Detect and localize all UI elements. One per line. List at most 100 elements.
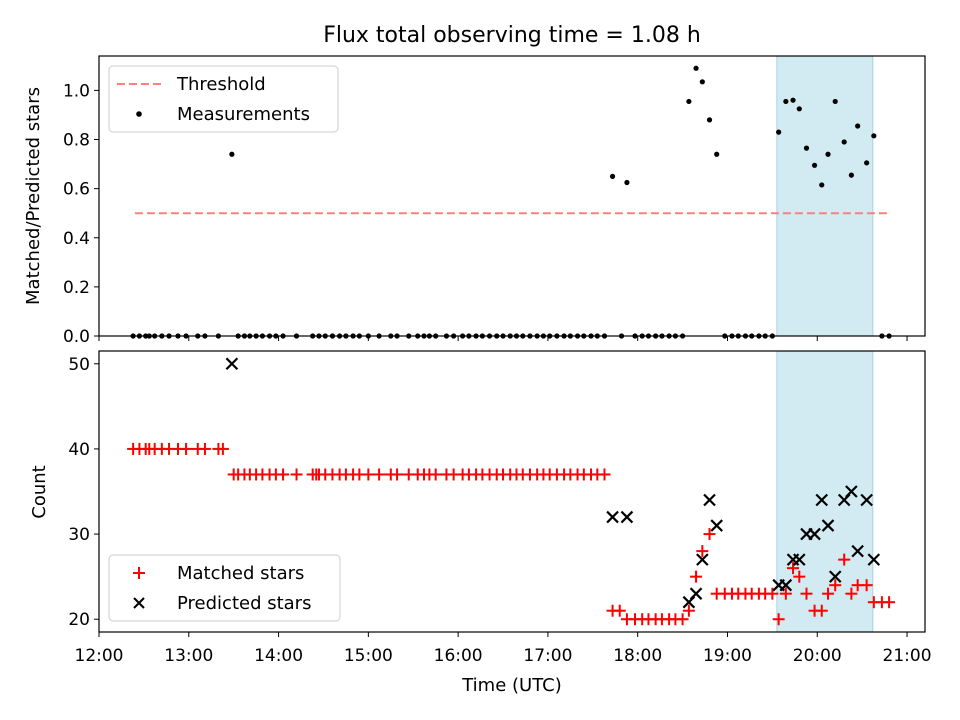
matched-star-point xyxy=(845,587,858,600)
top-y-tick-label: 0.8 xyxy=(63,131,90,151)
measurement-point xyxy=(841,139,847,145)
bottom-x-tick-label: 20:00 xyxy=(793,646,842,666)
predicted-star-point xyxy=(620,510,634,524)
measurement-point xyxy=(848,172,854,178)
bottom-x-tick-label: 14:00 xyxy=(254,646,303,666)
measurement-point xyxy=(706,117,713,123)
matched-star-point xyxy=(290,468,303,481)
bottom-axis-ticks: 20 30 40 50 12:00 13:00 14:00 15:00 16:00 17:00 18… xyxy=(68,355,931,666)
measurement-point xyxy=(776,129,782,135)
matched-star-point xyxy=(883,596,896,609)
bottom-x-tick-label: 16:00 xyxy=(434,646,483,666)
measurement-point xyxy=(693,65,699,71)
matched-star-point xyxy=(198,442,211,455)
matched-star-point xyxy=(682,604,695,617)
measurement-point xyxy=(864,160,870,166)
measurement-point xyxy=(609,173,616,179)
predicted-star-point xyxy=(851,544,864,558)
measurement-point xyxy=(229,151,235,157)
bottom-y-tick-label: 50 xyxy=(68,355,90,375)
legend-predicted-label: Predicted stars xyxy=(177,593,311,614)
top-y-tick-label: 1.0 xyxy=(63,81,90,101)
measurement-point xyxy=(624,179,630,186)
matched-star-point xyxy=(277,468,290,481)
predicted-star-point xyxy=(710,519,723,532)
matched-star-point xyxy=(793,570,806,583)
bottom-x-tick-label: 12:00 xyxy=(75,646,124,666)
top-panel: 0.0 0.2 0.4 0.6 0.8 1.0 Matched/Predicted sta… xyxy=(23,55,926,347)
top-y-tick-label: 0.0 xyxy=(63,327,90,347)
bottom-x-tick-label: 21:00 xyxy=(883,646,932,666)
top-y-tick-label: 0.2 xyxy=(63,278,90,298)
matched-star-point xyxy=(373,468,386,481)
matched-star-point xyxy=(829,579,842,592)
predicted-star-point xyxy=(703,493,716,507)
matched-star-point xyxy=(391,468,404,481)
x-axis-label: Time (UTC) xyxy=(461,675,562,696)
matched-star-point xyxy=(362,468,375,481)
top-y-tick-label: 0.4 xyxy=(63,229,90,249)
legend-measurements-label: Measurements xyxy=(177,104,310,125)
predicted-star-point xyxy=(821,519,835,532)
predicted-star-point xyxy=(606,510,619,524)
matched-star-point xyxy=(696,545,709,558)
matched-star-point xyxy=(822,587,835,600)
legend-matched-swatch xyxy=(133,567,145,579)
measurement-point xyxy=(686,98,692,105)
predicted-star-point xyxy=(845,485,858,498)
bottom-x-tick-label: 17:00 xyxy=(523,646,572,666)
bottom-x-tick-label: 15:00 xyxy=(344,646,393,666)
matched-star-point xyxy=(838,553,851,566)
predicted-star-point xyxy=(860,493,873,507)
matched-star-point xyxy=(703,528,716,541)
matched-star-point xyxy=(598,468,611,481)
top-plot-area xyxy=(130,55,892,339)
predicted-star-point xyxy=(696,553,709,566)
measurement-point xyxy=(811,162,818,168)
measurement-point xyxy=(714,151,720,157)
top-y-axis-label: Matched/Predicted stars xyxy=(23,87,44,305)
measurement-point xyxy=(699,79,705,85)
legend-predicted-swatch xyxy=(133,597,145,609)
chart-title: Flux total observing time = 1.08 h xyxy=(323,23,701,48)
bottom-y-tick-label: 20 xyxy=(68,610,90,630)
bottom-x-tick-label: 13:00 xyxy=(164,646,213,666)
matched-star-point xyxy=(690,570,703,583)
measurement-point xyxy=(825,151,831,157)
measurement-point xyxy=(855,123,861,129)
top-axis-ticks: 0.0 0.2 0.4 0.6 0.8 1.0 xyxy=(63,81,908,347)
top-legend: Threshold Measurements xyxy=(108,65,339,133)
top-y-tick-label: 0.6 xyxy=(63,180,90,200)
bottom-x-tick-label: 18:00 xyxy=(613,646,662,666)
matched-star-point xyxy=(613,604,626,617)
measurement-point xyxy=(796,106,802,112)
matched-star-point xyxy=(779,587,792,600)
matched-star-point xyxy=(180,442,193,455)
measurement-point xyxy=(871,133,877,139)
matched-star-point xyxy=(676,613,689,626)
bottom-y-axis-label: Count xyxy=(29,465,50,518)
top-axes-frame xyxy=(98,55,926,337)
measurement-point xyxy=(819,182,825,188)
measurement-point xyxy=(832,98,838,105)
matched-star-point xyxy=(766,587,779,600)
bottom-y-tick-label: 40 xyxy=(68,440,90,460)
legend-threshold-label: Threshold xyxy=(176,74,266,95)
bottom-legend: Matched stars Predicted stars xyxy=(108,554,341,622)
bottom-panel: 20 30 40 50 12:00 13:00 14:00 15:00 16:00 17:00 18… xyxy=(29,350,932,696)
predicted-star-point xyxy=(815,493,829,507)
matched-star-point xyxy=(787,562,800,575)
bottom-x-tick-label: 19:00 xyxy=(703,646,752,666)
measurement-point xyxy=(790,97,796,103)
bottom-axes-frame xyxy=(98,350,926,633)
predicted-star-point xyxy=(793,553,806,566)
bottom-y-tick-label: 30 xyxy=(68,525,90,545)
matched-star-point xyxy=(216,442,229,455)
matched-star-point xyxy=(815,604,828,617)
predicted-star-point xyxy=(828,570,842,583)
bottom-legend-box xyxy=(108,554,341,622)
predicted-star-point xyxy=(867,553,881,566)
legend-matched-label: Matched stars xyxy=(177,563,304,584)
top-legend-box xyxy=(108,65,339,133)
